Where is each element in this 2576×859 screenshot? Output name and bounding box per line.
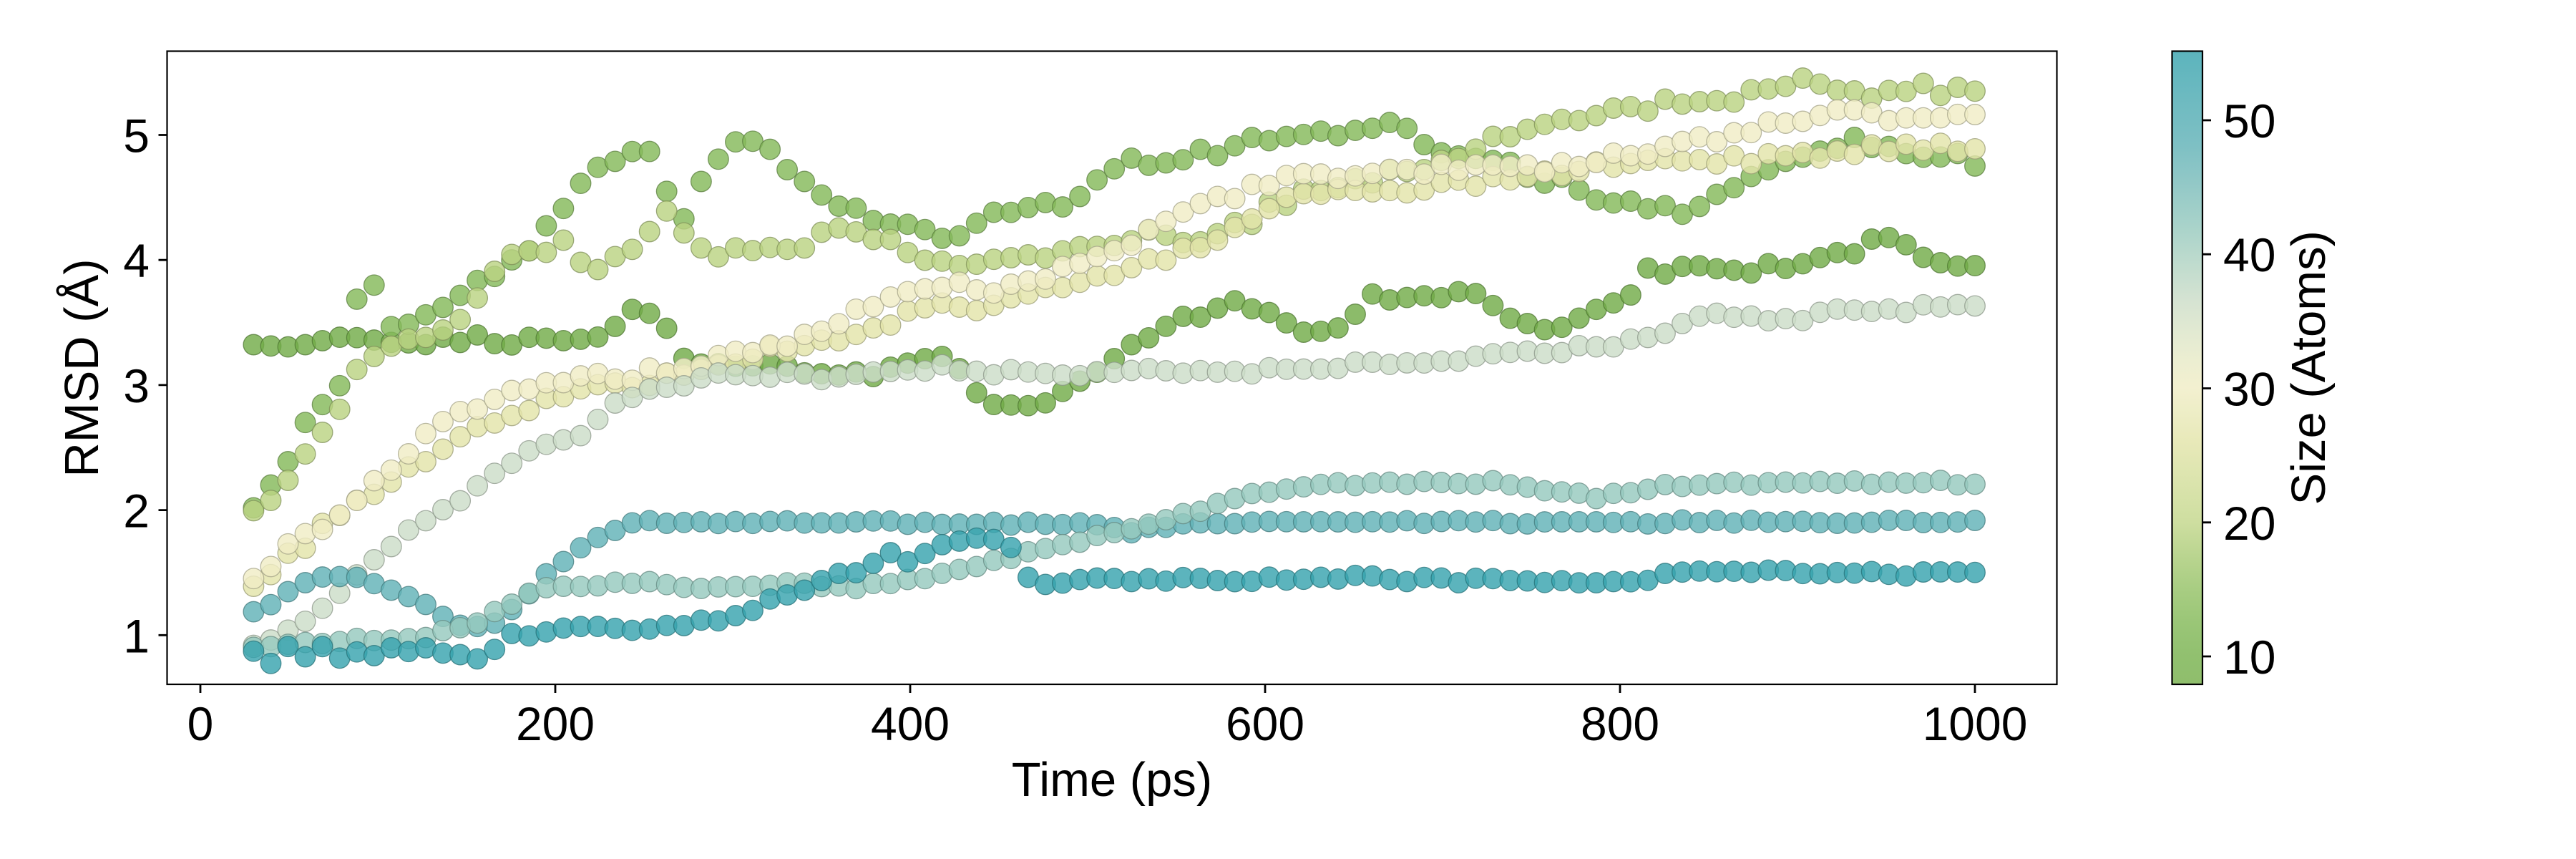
svg-text:4: 4	[123, 234, 150, 287]
svg-text:0: 0	[187, 697, 214, 750]
svg-text:600: 600	[1226, 697, 1304, 750]
svg-text:5: 5	[123, 110, 150, 162]
svg-text:RMSD (Å): RMSD (Å)	[55, 258, 109, 477]
svg-text:1: 1	[123, 609, 150, 662]
svg-text:800: 800	[1581, 697, 1659, 750]
svg-text:40: 40	[2223, 228, 2275, 281]
svg-text:1000: 1000	[1923, 697, 2028, 750]
svg-text:2: 2	[123, 485, 150, 538]
svg-text:200: 200	[516, 697, 595, 750]
svg-text:Time (ps): Time (ps)	[1012, 753, 1212, 807]
svg-text:30: 30	[2223, 363, 2275, 416]
svg-text:400: 400	[871, 697, 950, 750]
svg-text:Size (Atoms): Size (Atoms)	[2282, 230, 2336, 505]
svg-text:20: 20	[2223, 497, 2275, 550]
svg-text:10: 10	[2223, 631, 2275, 684]
svg-text:50: 50	[2223, 94, 2275, 147]
svg-text:3: 3	[123, 359, 150, 412]
